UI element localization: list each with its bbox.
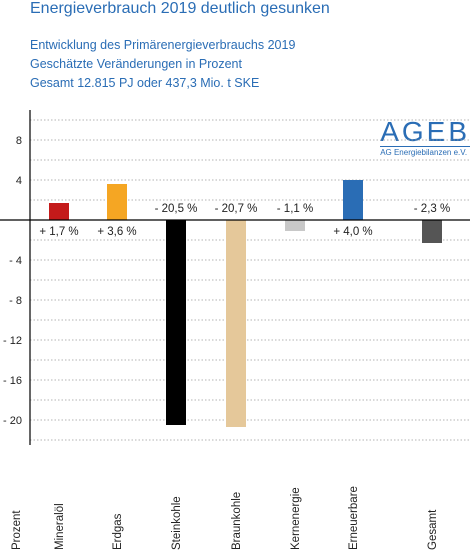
subtitle-line-2: Geschätzte Veränderungen in Prozent: [30, 57, 242, 71]
data-label: - 2,3 %: [414, 203, 450, 215]
data-label: + 3,6 %: [97, 226, 136, 238]
category-label: Steinkohle: [171, 496, 183, 550]
y-tick-label: 8: [16, 135, 22, 147]
subtitle-line-1: Entwicklung des Primärenergieverbrauchs …: [30, 38, 296, 52]
y-tick-label: - 12: [3, 335, 22, 347]
y-tick-label: - 16: [3, 375, 22, 387]
chart-title: Energieverbrauch 2019 deutlich gesunken: [30, 0, 330, 17]
data-label: + 4,0 %: [333, 226, 372, 238]
x-axis-label: Prozent: [11, 510, 23, 550]
category-label: Kernenergie: [290, 487, 302, 550]
category-label: Mineralöl: [54, 503, 66, 550]
y-tick-label: - 4: [9, 255, 22, 267]
subtitle-line-3: Gesamt 12.815 PJ oder 437,3 Mio. t SKE: [30, 76, 260, 90]
y-tick-label: - 8: [9, 295, 22, 307]
bar: [422, 220, 442, 243]
bar: [166, 220, 186, 425]
data-label: + 1,7 %: [39, 226, 78, 238]
category-label: Braunkohle: [231, 492, 243, 550]
bar: [343, 180, 363, 220]
bar: [226, 220, 246, 427]
data-label: - 20,7 %: [215, 203, 258, 215]
logo-sub-text: AG Energiebilanzen e.V.: [380, 146, 470, 157]
ageb-logo: AGEB AG Energiebilanzen e.V.: [380, 118, 470, 157]
logo-main-text: AGEB: [380, 116, 470, 147]
data-label: - 20,5 %: [155, 203, 198, 215]
bar: [49, 203, 69, 220]
bar: [285, 220, 305, 231]
y-tick-label: - 20: [3, 415, 22, 427]
category-label: Erdgas: [112, 513, 124, 550]
y-tick-label: 4: [16, 175, 22, 187]
category-label: Erneuerbare: [348, 486, 360, 550]
data-label: - 1,1 %: [277, 203, 313, 215]
bar: [107, 184, 127, 220]
category-label: Gesamt: [427, 509, 439, 550]
